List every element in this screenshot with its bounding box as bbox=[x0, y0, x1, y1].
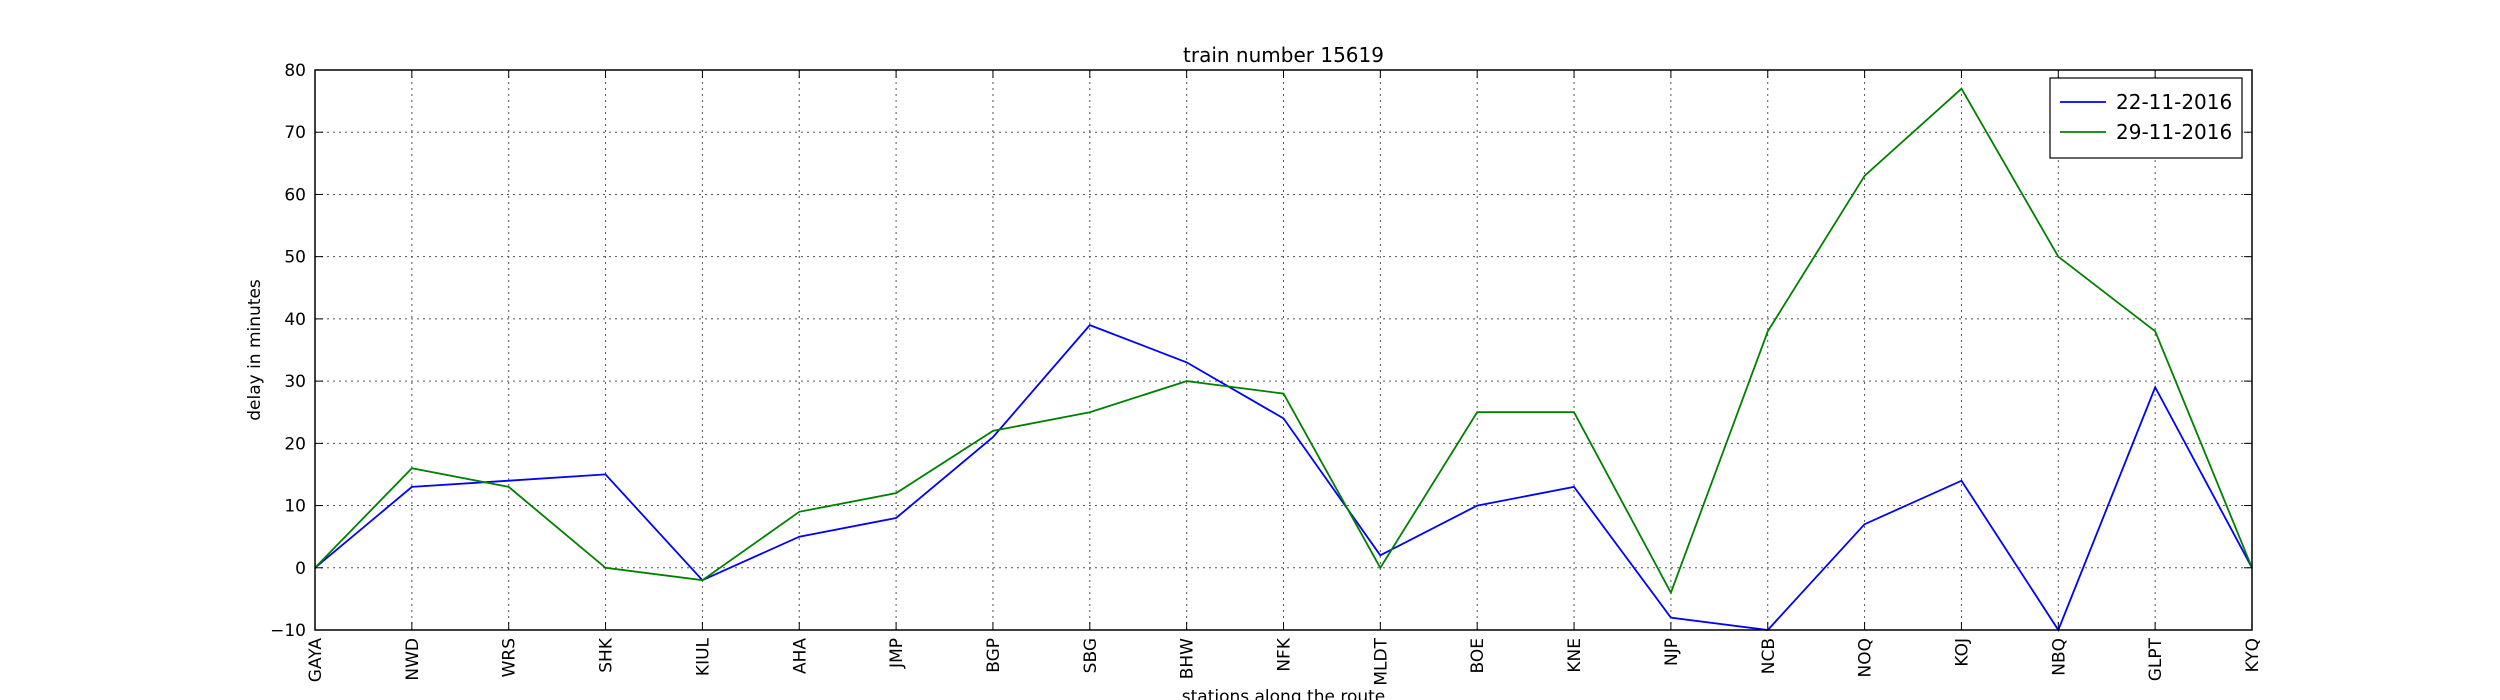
x-tick-label: NOQ bbox=[1856, 638, 1876, 677]
series-line-29-11-2016 bbox=[314, 87, 2253, 595]
legend-label: 22-11-2016 bbox=[2116, 90, 2232, 114]
x-tick-label: NCB bbox=[1759, 638, 1779, 674]
y-tick-label: 30 bbox=[284, 372, 306, 392]
x-tick-label: BHW bbox=[1178, 638, 1198, 679]
y-tick-label: 80 bbox=[284, 61, 306, 81]
grid bbox=[315, 70, 2252, 630]
x-tick-label: NFK bbox=[1275, 637, 1295, 671]
x-tick-label: SHK bbox=[597, 637, 617, 673]
x-tick-label: BOE bbox=[1468, 638, 1488, 674]
series-line-22-11-2016 bbox=[314, 324, 2253, 632]
legend: 22-11-2016 29-11-2016 bbox=[2049, 77, 2243, 159]
legend-box bbox=[2049, 77, 2243, 159]
y-tick-label: 10 bbox=[284, 497, 306, 517]
y-tick-label: 20 bbox=[284, 434, 306, 454]
y-tick-label: −10 bbox=[270, 621, 306, 641]
x-tick-label: NJP bbox=[1662, 638, 1682, 666]
y-tick-label: 0 bbox=[295, 559, 306, 579]
x-tick-label: KNE bbox=[1565, 638, 1585, 673]
x-tick-label: KIUL bbox=[693, 637, 713, 676]
x-tick-label: AHA bbox=[790, 638, 810, 674]
y-tick-label: 50 bbox=[284, 248, 306, 268]
y-tick-label: 70 bbox=[284, 123, 306, 143]
y-tick-label: 60 bbox=[284, 185, 306, 205]
x-tick-label: WRS bbox=[500, 638, 520, 677]
x-axis-title: stations along the route bbox=[1182, 687, 1386, 700]
x-tick-label: GAYA bbox=[306, 638, 326, 683]
x-tick-label: BGP bbox=[984, 638, 1004, 673]
x-tick-label: KYQ bbox=[2243, 638, 2263, 672]
axis-ticks: −10 0 10 20 30 40 50 60 70 80 GAYA NWD WRS SHK KIUL AHA… bbox=[270, 61, 2263, 686]
x-tick-label: JMP bbox=[887, 638, 907, 669]
legend-label: 29-11-2016 bbox=[2116, 120, 2232, 144]
x-tick-label: KOJ bbox=[1952, 638, 1972, 667]
x-tick-label: MLDT bbox=[1371, 637, 1391, 685]
x-tick-label: NWD bbox=[403, 638, 423, 681]
x-tick-label: GLPT bbox=[2146, 637, 2166, 681]
y-tick-label: 40 bbox=[284, 310, 306, 330]
y-axis-title: delay in minutes bbox=[245, 279, 265, 421]
chart-title: train number 15619 bbox=[1183, 43, 1384, 67]
x-tick-label: SBG bbox=[1081, 638, 1101, 673]
series-lines bbox=[314, 87, 2253, 632]
x-tick-label: NBQ bbox=[2049, 638, 2069, 676]
